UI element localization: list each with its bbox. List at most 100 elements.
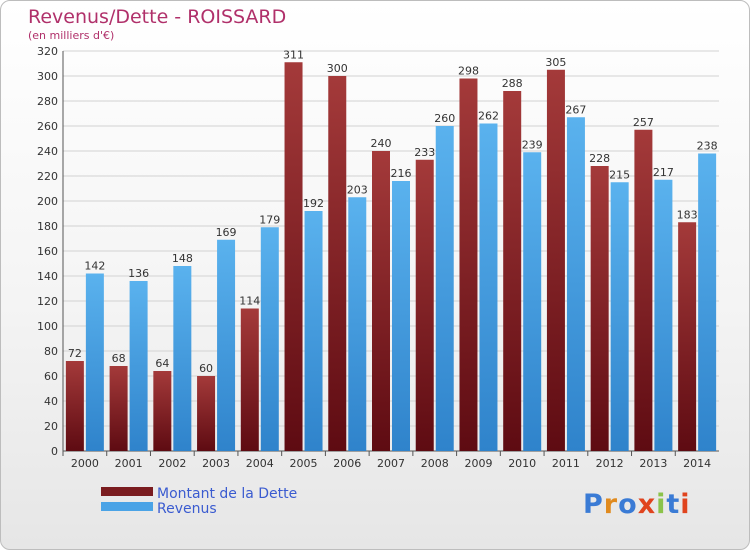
data-label-dette-2008: 233 <box>414 146 435 159</box>
bar-dette-2004 <box>240 308 259 451</box>
bar-revenus-2013 <box>654 179 673 451</box>
legend-swatch-dette <box>101 487 153 496</box>
x-tick-label: 2010 <box>508 457 536 470</box>
data-labels: 72 142 68 136 64 148 60 169 114 179 311 192 300 203 24… <box>68 48 718 375</box>
data-label-dette-2011: 305 <box>545 56 566 69</box>
x-tick-label: 2007 <box>377 457 405 470</box>
y-tick-label: 100 <box>37 320 58 333</box>
data-label-revenus-2009: 262 <box>478 110 499 123</box>
data-label-revenus-2013: 217 <box>653 166 674 179</box>
bar-dette-2005 <box>284 62 303 451</box>
data-label-dette-2012: 228 <box>589 152 610 165</box>
data-label-revenus-2004: 179 <box>259 213 280 226</box>
x-tick-label: 2004 <box>246 457 274 470</box>
data-label-revenus-2010: 239 <box>522 138 543 151</box>
bar-revenus-2011 <box>566 117 585 451</box>
logo-letter: P <box>583 489 604 520</box>
data-label-dette-2000: 72 <box>68 347 82 360</box>
data-label-revenus-2002: 148 <box>172 252 193 265</box>
bar-dette-2014 <box>678 222 697 451</box>
bar-revenus-2008 <box>435 126 454 451</box>
bar-revenus-2002 <box>173 266 192 451</box>
y-tick-label: 320 <box>37 45 58 58</box>
y-tick-label: 140 <box>37 270 58 283</box>
logo-letter: i <box>680 489 691 520</box>
data-label-dette-2014: 183 <box>677 208 698 221</box>
bar-dette-2010 <box>503 91 522 451</box>
bar-revenus-2005 <box>304 211 323 451</box>
logo-letter: o <box>618 489 638 520</box>
y-tick-label: 20 <box>44 420 58 433</box>
bar-revenus-2001 <box>129 281 148 451</box>
y-tick-label: 220 <box>37 170 58 183</box>
bar-revenus-2014 <box>698 153 717 451</box>
data-label-revenus-2008: 260 <box>434 112 455 125</box>
bars <box>65 62 717 451</box>
chart-title: Revenus/Dette - ROISSARD <box>28 6 287 28</box>
data-label-dette-2013: 257 <box>633 116 654 129</box>
data-label-dette-2003: 60 <box>199 362 213 375</box>
data-label-revenus-2001: 136 <box>128 267 149 280</box>
data-label-dette-2005: 311 <box>283 48 304 61</box>
data-label-revenus-2011: 267 <box>565 103 586 116</box>
bar-revenus-2004 <box>260 227 279 451</box>
x-tick-label: 2002 <box>158 457 186 470</box>
data-label-dette-2004: 114 <box>239 295 260 308</box>
bar-dette-2003 <box>197 376 216 451</box>
data-label-dette-2001: 68 <box>112 352 126 365</box>
y-tick-label: 300 <box>37 70 58 83</box>
bar-dette-2012 <box>590 166 609 451</box>
logo-letter: t <box>666 489 681 520</box>
bar-dette-2002 <box>153 371 172 451</box>
legend-label-dette: Montant de la Dette <box>157 486 298 502</box>
bar-dette-2006 <box>328 76 347 451</box>
x-tick-label: 2005 <box>290 457 318 470</box>
bar-dette-2011 <box>546 69 565 451</box>
data-label-dette-2010: 288 <box>502 77 523 90</box>
x-tick-label: 2003 <box>202 457 230 470</box>
bar-revenus-2010 <box>523 152 542 451</box>
x-tick-label: 2001 <box>115 457 143 470</box>
y-tick-label: 80 <box>44 345 58 358</box>
x-tick-label: 2000 <box>71 457 99 470</box>
y-tick-label: 200 <box>37 195 58 208</box>
x-tick-label: 2012 <box>596 457 624 470</box>
data-label-dette-2006: 300 <box>327 62 348 75</box>
logo-letter: r <box>603 489 619 520</box>
y-tick-label: 60 <box>44 370 58 383</box>
data-label-revenus-2003: 169 <box>216 226 237 239</box>
data-label-dette-2002: 64 <box>155 357 169 370</box>
bar-dette-2009 <box>459 78 478 451</box>
data-label-dette-2009: 298 <box>458 65 479 78</box>
x-tick-label: 2014 <box>683 457 711 470</box>
y-tick-label: 0 <box>51 445 58 458</box>
legend-swatch-revenus <box>101 502 153 511</box>
bar-dette-2007 <box>372 151 390 451</box>
x-tick-label: 2009 <box>464 457 492 470</box>
x-tick-label: 2011 <box>552 457 580 470</box>
data-label-revenus-2006: 203 <box>347 183 368 196</box>
bar-revenus-2006 <box>348 197 367 451</box>
y-tick-label: 260 <box>37 120 58 133</box>
legend-label-revenus: Revenus <box>157 501 217 517</box>
bar-revenus-2012 <box>610 182 629 451</box>
y-tick-label: 280 <box>37 95 58 108</box>
bar-revenus-2003 <box>217 239 236 451</box>
grid-lines <box>63 50 719 452</box>
x-tick-label: 2006 <box>333 457 361 470</box>
x-tick-label: 2013 <box>639 457 667 470</box>
y-tick-label: 240 <box>37 145 58 158</box>
data-label-revenus-2012: 215 <box>609 168 630 181</box>
chart-subtitle: (en milliers d'€) <box>28 29 115 42</box>
x-tick-label: 2008 <box>421 457 449 470</box>
data-label-revenus-2007: 216 <box>391 167 412 180</box>
logo-letter: x <box>637 489 657 520</box>
y-tick-label: 160 <box>37 245 58 258</box>
data-label-revenus-2005: 192 <box>303 197 324 210</box>
data-label-revenus-2000: 142 <box>84 260 105 273</box>
bar-dette-2008 <box>415 159 434 451</box>
bar-revenus-2000 <box>85 273 104 451</box>
bar-dette-2001 <box>109 366 128 451</box>
y-tick-label: 120 <box>37 295 58 308</box>
